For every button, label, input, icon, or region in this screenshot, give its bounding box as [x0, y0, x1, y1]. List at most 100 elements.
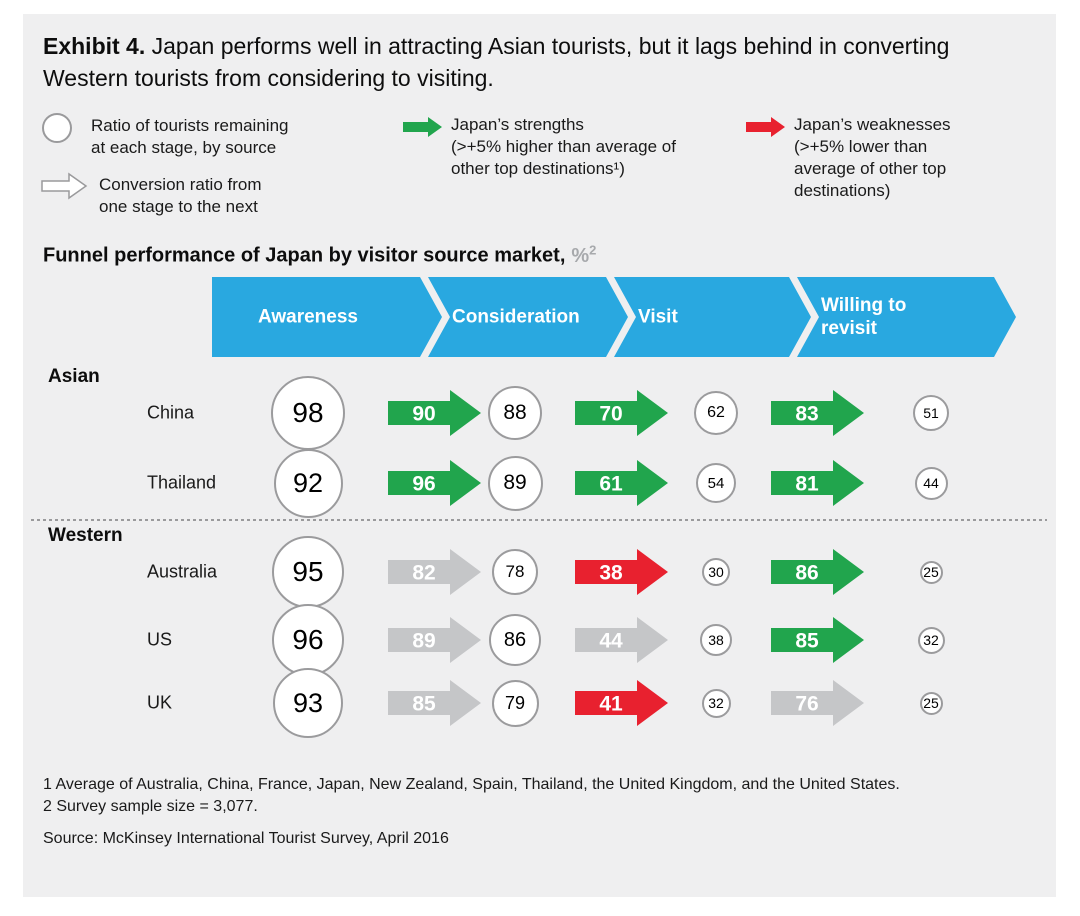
legend-line: Japan’s weaknesses: [794, 115, 951, 134]
legend-line: one stage to the next: [99, 197, 258, 216]
conversion-arrow-neutral: 82: [388, 549, 481, 595]
stage-value-circle: 32: [701, 688, 731, 718]
conversion-value: 83: [795, 403, 818, 426]
stage-value-circle: 25: [919, 560, 943, 584]
conversion-arrow-neutral: 44: [575, 617, 668, 663]
stage-value-circle: 51: [913, 395, 949, 431]
market-label: US: [147, 629, 173, 650]
exhibit-panel: Exhibit 4. Japan performs well in attrac…: [23, 14, 1056, 897]
stage-value-circle: 62: [694, 391, 738, 435]
legend-conversion-ratio-text: Conversion ratio from one stage to the n…: [99, 174, 262, 218]
circle-icon: [42, 113, 72, 143]
arrow-shape: [575, 617, 668, 663]
chart-title-text: Funnel performance of Japan by visitor s…: [43, 244, 566, 267]
arrow-shape: [575, 390, 668, 436]
legend-line: (>+5% higher than average of: [451, 137, 676, 156]
stage-value-circle: 95: [272, 536, 344, 608]
arrow-shape: [771, 460, 864, 506]
conversion-arrow-strength: 96: [388, 460, 481, 506]
conversion-arrow-strength: 70: [575, 390, 668, 436]
conversion-value: 86: [795, 562, 818, 585]
conversion-value: 81: [795, 473, 819, 496]
arrow-shape: [575, 549, 668, 595]
conversion-value: 38: [599, 562, 623, 585]
stage-value-circle: 44: [914, 466, 948, 500]
market-label: China: [147, 402, 195, 423]
chart-title-unit: %2: [571, 242, 596, 267]
market-label: Thailand: [147, 472, 217, 493]
stage-value-circle: 79: [491, 679, 539, 727]
funnel-stage-label: Awareness: [258, 306, 358, 328]
funnel-stage-label: Visit: [638, 306, 678, 328]
arrow-shape: [388, 390, 481, 436]
stage-value-circle: 38: [700, 624, 732, 656]
conversion-arrow-strength: 61: [575, 460, 668, 506]
red-arrow-icon: [746, 117, 785, 137]
funnel-stage-shape: [797, 277, 1016, 357]
stage-value-circle: 32: [917, 626, 945, 654]
conversion-arrow-strength: 90: [388, 390, 481, 436]
legend-line: Japan’s strengths: [451, 115, 584, 134]
conversion-arrow-strength: 81: [771, 460, 864, 506]
conversion-arrow-weakness: 38: [575, 549, 668, 595]
legend-line: average of other top: [794, 159, 947, 178]
legend-line: at each stage, by source: [91, 138, 277, 157]
stage-value-circle: 88: [488, 386, 542, 440]
funnel-stage-shape: [614, 277, 811, 357]
funnel-stage-shape: [428, 277, 628, 357]
arrow-shape: [388, 549, 481, 595]
conversion-arrow-strength: 85: [771, 617, 864, 663]
stage-value-circle: 96: [272, 604, 344, 676]
stage-value-circle: 78: [492, 549, 538, 595]
conversion-value: 90: [412, 403, 435, 426]
legend-conversion-ratio: [41, 172, 88, 205]
exhibit-title: Exhibit 4. Japan performs well in attrac…: [43, 30, 1033, 94]
conversion-arrow-neutral: 85: [388, 680, 481, 726]
conversion-arrow-neutral: 76: [771, 680, 864, 726]
arrow-shape: [388, 617, 481, 663]
legend-weaknesses: [746, 116, 786, 143]
legend-stage-ratio-text: Ratio of tourists remaining at each stag…: [91, 115, 288, 159]
legend-line: destinations): [794, 181, 891, 200]
arrow-shape: [575, 460, 668, 506]
section-label: Asian: [48, 366, 100, 387]
conversion-value: 82: [412, 562, 435, 585]
arrow-shape: [771, 617, 864, 663]
conversion-value: 85: [412, 693, 436, 716]
conversion-arrow-strength: 86: [771, 549, 864, 595]
conversion-value: 85: [795, 630, 819, 653]
funnel-stage-label: Consideration: [452, 306, 580, 328]
stage-value-circle: 92: [273, 448, 343, 518]
legend-line: Conversion ratio from: [99, 175, 262, 194]
conversion-value: 61: [599, 473, 623, 496]
exhibit-number: Exhibit 4.: [43, 33, 146, 59]
arrow-shape: [771, 680, 864, 726]
source-line: Source: McKinsey International Tourist S…: [43, 830, 449, 847]
footnote-1: 1 Average of Australia, China, France, J…: [43, 776, 900, 793]
conversion-value: 70: [599, 403, 622, 426]
stage-value-circle: 86: [489, 614, 541, 666]
arrow-shape: [771, 390, 864, 436]
market-label: Australia: [147, 561, 218, 582]
legend-line: other top destinations¹): [451, 159, 625, 178]
conversion-arrow-weakness: 41: [575, 680, 668, 726]
conversion-value: 41: [599, 693, 623, 716]
stage-value-circle: 98: [271, 376, 345, 450]
stage-value-circle: 89: [487, 455, 543, 511]
legend-weaknesses-text: Japan’s weaknesses (>+5% lower than aver…: [794, 114, 951, 202]
funnel-stage-bar: [212, 277, 1016, 357]
exhibit-title-text: Japan performs well in attracting Asian …: [43, 33, 950, 91]
stage-value-circle: 93: [273, 668, 343, 738]
conversion-value: 96: [412, 473, 435, 496]
stage-value-circle: 30: [702, 558, 730, 586]
arrow-shape: [575, 680, 668, 726]
funnel-chart: Awareness Consideration Visit Willing to re…: [23, 14, 1056, 897]
percent-sign: %: [571, 244, 590, 267]
funnel-stage-shape: [212, 277, 442, 357]
conversion-value: 44: [599, 630, 623, 653]
conversion-value: 76: [795, 693, 818, 716]
green-arrow-icon: [403, 117, 442, 137]
outline-arrow-icon: [41, 172, 88, 200]
stage-value-circle: 25: [919, 691, 943, 715]
funnel-stage-label: Willing to revisit: [821, 295, 907, 339]
